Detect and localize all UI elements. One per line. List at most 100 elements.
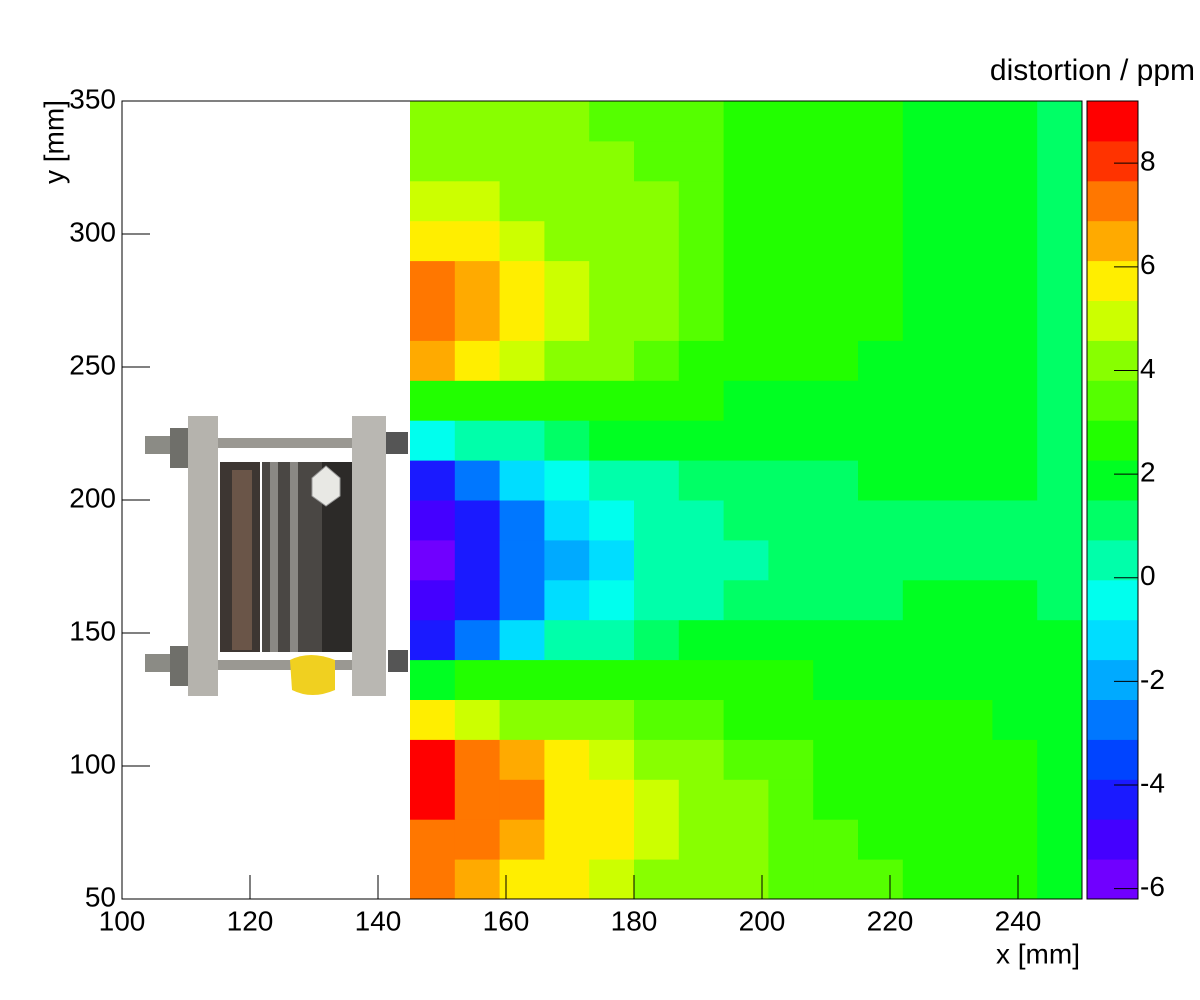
heatmap-cell xyxy=(544,380,590,421)
heatmap-cell xyxy=(454,460,501,501)
heatmap-cell xyxy=(723,340,769,381)
heatmap-cell xyxy=(768,140,814,182)
heatmap-cell xyxy=(768,220,814,262)
heatmap-cell xyxy=(723,420,769,461)
heatmap-cell xyxy=(1037,420,1083,461)
heatmap-cell xyxy=(813,619,859,661)
heatmap-cell xyxy=(634,859,680,900)
heatmap-cell xyxy=(544,220,590,262)
heatmap-cell xyxy=(813,220,859,262)
heatmap-cell xyxy=(813,340,859,381)
heatmap-cell xyxy=(544,420,590,461)
heatmap-cell xyxy=(544,101,590,142)
y-tick-label: 150 xyxy=(69,615,116,646)
x-tick-label: 140 xyxy=(355,905,402,936)
colorbar-tick-label: -6 xyxy=(1140,871,1165,902)
heatmap-cell xyxy=(992,500,1038,541)
heatmap-cell xyxy=(454,739,501,780)
heatmap-cell xyxy=(723,739,769,780)
heatmap-cell xyxy=(902,460,949,501)
heatmap-cell xyxy=(723,380,769,421)
heatmap-cell xyxy=(858,619,904,661)
heatmap-cell xyxy=(499,420,545,461)
heatmap-cell xyxy=(992,300,1038,341)
y-tick-label: 50 xyxy=(85,881,116,912)
heatmap-cell xyxy=(589,699,635,740)
y-tick-label: 200 xyxy=(69,482,116,513)
heatmap-cell xyxy=(947,579,993,621)
heatmap-cell xyxy=(858,739,904,780)
heatmap-cell xyxy=(634,101,680,142)
heatmap-cell xyxy=(678,340,725,381)
heatmap-cell xyxy=(499,659,545,700)
heatmap-cell xyxy=(768,380,814,421)
heatmap-cell xyxy=(589,779,635,820)
heatmap-cell xyxy=(768,819,814,860)
heatmap-cell xyxy=(1037,260,1083,301)
heatmap-cell xyxy=(410,539,456,581)
heatmap-cell xyxy=(858,180,904,222)
heatmap-cell xyxy=(992,659,1038,700)
heatmap-cell xyxy=(902,819,949,860)
heatmap-cell xyxy=(1037,380,1083,421)
heatmap-cell xyxy=(454,420,501,461)
heatmap-cell xyxy=(947,819,993,860)
heatmap-cell xyxy=(589,101,635,142)
heatmap-cell xyxy=(813,699,859,740)
heatmap-cell xyxy=(723,659,769,700)
heatmap-cell xyxy=(499,579,545,621)
x-tick-label: 100 xyxy=(99,905,146,936)
heatmap-cell xyxy=(947,739,993,780)
colorbar-tick-label: 2 xyxy=(1140,456,1156,487)
colorbar-frame xyxy=(1086,100,1139,900)
heatmap-cell xyxy=(454,539,501,581)
heatmap-cell xyxy=(678,779,725,820)
heatmap-cell xyxy=(768,539,814,581)
heatmap-cell xyxy=(678,460,725,501)
heatmap-cell xyxy=(634,500,680,541)
heatmap-cell xyxy=(1037,500,1083,541)
heatmap-cell xyxy=(768,500,814,541)
heatmap-cell xyxy=(410,659,456,700)
heatmap-cell xyxy=(589,180,635,222)
heatmap-cell xyxy=(499,619,545,661)
heatmap-cell xyxy=(544,859,590,900)
heatmap-cell xyxy=(723,140,769,182)
heatmap-cell xyxy=(947,101,993,142)
heatmap-cell xyxy=(992,380,1038,421)
colorbar-band xyxy=(1087,140,1138,182)
heatmap-cell xyxy=(1037,220,1083,262)
heatmap-cell xyxy=(813,539,859,581)
heatmap-cell xyxy=(947,260,993,301)
heatmap-cell xyxy=(499,101,545,142)
heatmap-cell xyxy=(454,380,501,421)
heatmap-cell xyxy=(589,739,635,780)
heatmap-cell xyxy=(589,340,635,381)
heatmap-cell xyxy=(499,779,545,820)
heatmap-cell xyxy=(678,619,725,661)
heatmap-cell xyxy=(902,260,949,301)
colorbar-band xyxy=(1087,180,1138,222)
heatmap-cell xyxy=(634,380,680,421)
heatmap-cell xyxy=(634,739,680,780)
heatmap-cell xyxy=(947,460,993,501)
heatmap-cell xyxy=(992,180,1038,222)
heatmap-cell xyxy=(813,420,859,461)
heatmap-cell xyxy=(992,260,1038,301)
heatmap-cell xyxy=(858,140,904,182)
heatmap-cell xyxy=(544,539,590,581)
heatmap-cell xyxy=(589,859,635,900)
heatmap-cell xyxy=(544,180,590,222)
heatmap-cell xyxy=(410,140,456,182)
colorbar-band xyxy=(1087,500,1138,541)
heatmap-cell xyxy=(723,260,769,301)
heatmap-cell xyxy=(947,619,993,661)
heatmap-cell xyxy=(768,260,814,301)
heatmap-cell xyxy=(813,819,859,860)
heatmap-cell xyxy=(902,539,949,581)
heatmap-cell xyxy=(634,140,680,182)
heatmap-cell xyxy=(813,300,859,341)
heatmap-cell xyxy=(947,180,993,222)
heatmap-cell xyxy=(499,380,545,421)
